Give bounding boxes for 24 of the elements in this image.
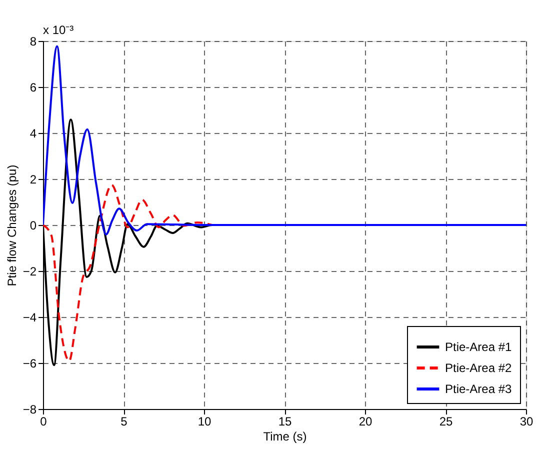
x-tick-label: 10 <box>198 414 212 428</box>
y-tick-label: −2 <box>22 264 37 278</box>
y-tick-label: 2 <box>30 172 37 186</box>
x-tick-label: 20 <box>358 414 372 428</box>
y-tick-label: −8 <box>22 402 37 416</box>
y-tick-label: −4 <box>22 310 37 324</box>
y-tick-label: 8 <box>30 34 37 48</box>
x-tick-label: 25 <box>439 414 453 428</box>
y-tick-label: −6 <box>22 356 37 370</box>
y-axis-title: Ptie flow Changes (pu) <box>4 164 19 286</box>
legend-label: Ptie-Area #1 <box>445 340 512 354</box>
x-tick-label: 5 <box>120 414 128 428</box>
y-tick-label: 6 <box>30 80 37 94</box>
legend-label: Ptie-Area #3 <box>445 382 512 396</box>
text: x 10⁻³ <box>43 23 74 37</box>
x-tick-label: 30 <box>520 414 534 428</box>
legend-label: Ptie-Area #2 <box>445 361 512 375</box>
x-tick-label: 15 <box>278 414 292 428</box>
y-tick-label: 0 <box>30 218 37 232</box>
x-tick-label: 0 <box>40 414 48 428</box>
x-axis-title: Time (s) <box>263 430 307 444</box>
line-series <box>43 45 526 236</box>
y-tick-label: 4 <box>30 126 37 140</box>
line-series <box>43 184 214 362</box>
